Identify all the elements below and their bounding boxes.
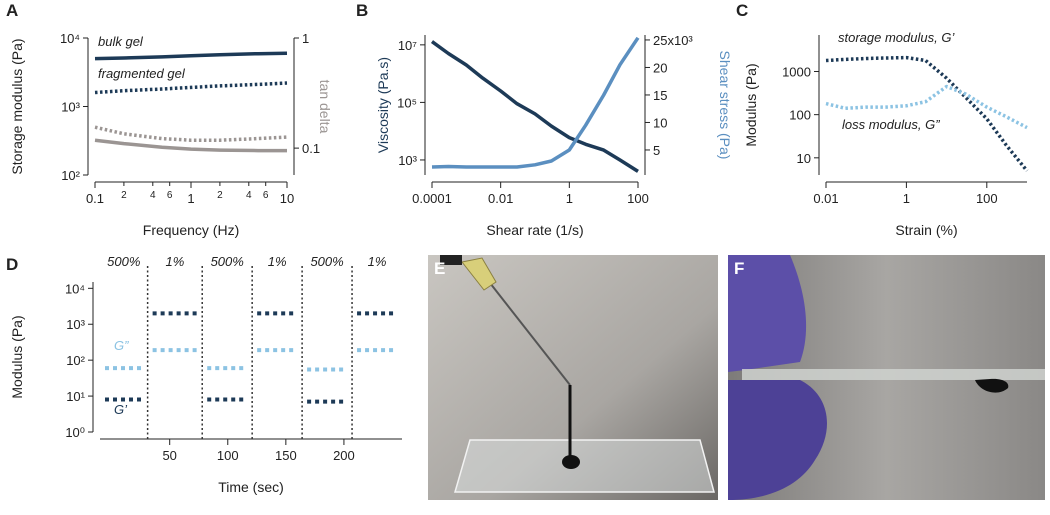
series-line xyxy=(825,55,1029,172)
x-tick-label: 4 xyxy=(246,190,252,201)
needle-hub xyxy=(461,257,497,291)
panel-label: E xyxy=(434,259,445,278)
x-tick-label: 1 xyxy=(187,191,194,206)
x-tick-label: 0.1 xyxy=(86,191,104,206)
x-tick-label: 0.01 xyxy=(488,191,513,206)
gel-blob xyxy=(975,378,1009,393)
x-axis-title: Time (sec) xyxy=(218,479,284,495)
series-line xyxy=(94,138,287,153)
x-axis-title: Frequency (Hz) xyxy=(143,222,239,238)
y2-axis-title: tan delta xyxy=(317,80,333,134)
phase-label: 500% xyxy=(211,254,244,269)
x-tick-label: 1 xyxy=(566,191,573,206)
x-tick-label: 100 xyxy=(627,191,649,206)
phase-label: 1% xyxy=(166,254,185,269)
y-tick-label: 10⁷ xyxy=(398,38,417,53)
x-tick-label: 4 xyxy=(150,190,156,201)
y-axis-title: Storage modulus (Pa) xyxy=(9,38,25,174)
series-line xyxy=(94,51,288,61)
photo-f xyxy=(728,255,1045,500)
panel-label: D xyxy=(6,255,18,274)
y-tick-label: 10 xyxy=(797,151,811,166)
y-tick-label: 10⁵ xyxy=(397,95,417,110)
x-tick-label: 2 xyxy=(217,190,223,201)
panel: B 0.0001 0.01 1 100 Shear rate (1/s) 10³ 10⁵ 10⁷… xyxy=(356,1,733,238)
phase-label: 1% xyxy=(368,254,387,269)
y-tick-label: 1000 xyxy=(782,64,811,79)
y-tick-label: 10³ xyxy=(66,317,85,332)
x-tick-label: 50 xyxy=(162,448,176,463)
y-tick-label: 100 xyxy=(789,108,811,123)
glass-slide xyxy=(742,369,1045,380)
y2-tick-label: 5 xyxy=(653,143,660,158)
y-tick-label: 10² xyxy=(61,168,80,183)
needle xyxy=(489,282,571,386)
phase-label: 500% xyxy=(310,254,343,269)
y2-axis-title: Shear stress (Pa) xyxy=(717,51,733,160)
y-tick-label: 10¹ xyxy=(66,389,85,404)
series-line xyxy=(431,36,640,169)
series-label: loss modulus, G” xyxy=(842,117,940,132)
series-label: fragmented gel xyxy=(98,66,186,81)
y-axis-title: Modulus (Pa) xyxy=(743,63,759,146)
y2-tick-label: 15 xyxy=(653,88,667,103)
x-tick-label: 10 xyxy=(280,191,294,206)
y2-tick-label: 25x10³ xyxy=(653,33,693,48)
series-label: bulk gel xyxy=(98,34,144,49)
y-tick-label: 10² xyxy=(66,353,85,368)
y-tick-label: 10⁴ xyxy=(65,281,85,296)
x-tick-label: 6 xyxy=(167,190,173,201)
x-tick-label: 2 xyxy=(121,190,127,201)
series-line xyxy=(94,81,288,95)
series-line xyxy=(825,84,1028,130)
y2-tick-label: 10 xyxy=(653,115,667,130)
series-label: storage modulus, G’ xyxy=(838,30,955,45)
x-axis-title: Strain (%) xyxy=(895,222,957,238)
panel: D 50 100 150 200 Time (sec) 10⁰ 10¹ 10² 10³ 10⁴ Mod… xyxy=(6,254,402,495)
x-tick-label: 100 xyxy=(976,191,998,206)
x-tick-label: 0.0001 xyxy=(412,191,452,206)
series-line xyxy=(430,40,639,173)
x-tick-label: 150 xyxy=(275,448,297,463)
series-label: G” xyxy=(114,338,129,353)
gel-blob xyxy=(562,455,580,469)
panel: C 0.01 1 100 Strain (%) 10 100 1000 Modulus (Pa)… xyxy=(736,1,1029,238)
photo-e xyxy=(428,255,718,500)
x-tick-label: 0.01 xyxy=(813,191,838,206)
y-tick-label: 10⁰ xyxy=(65,425,85,440)
y-axis-title: Viscosity (Pa.s) xyxy=(375,57,391,153)
panel-label: A xyxy=(6,1,18,20)
phase-label: 1% xyxy=(268,254,287,269)
y-tick-label: 10³ xyxy=(61,100,80,115)
glove-bottom xyxy=(728,380,827,500)
syringe xyxy=(440,255,462,265)
series-label: G’ xyxy=(114,402,128,417)
y2-tick-label: 20 xyxy=(653,60,667,75)
panel-label: B xyxy=(356,1,368,20)
phase-label: 500% xyxy=(107,254,140,269)
panel-label: C xyxy=(736,1,748,20)
glass-slide xyxy=(454,439,715,493)
x-tick-label: 6 xyxy=(263,190,269,201)
x-tick-label: 200 xyxy=(333,448,355,463)
y-tick-label: 10³ xyxy=(398,153,417,168)
series-line xyxy=(94,125,288,142)
y2-tick-label: 0.1 xyxy=(302,141,320,156)
y-axis-title: Modulus (Pa) xyxy=(9,315,25,398)
x-axis-title: Shear rate (1/s) xyxy=(486,222,583,238)
x-tick-label: 1 xyxy=(903,191,910,206)
glove-top xyxy=(728,255,807,372)
y2-tick-label: 1 xyxy=(302,31,309,46)
panel-label: F xyxy=(734,259,744,278)
y-tick-label: 10⁴ xyxy=(60,31,80,46)
x-tick-label: 100 xyxy=(217,448,239,463)
